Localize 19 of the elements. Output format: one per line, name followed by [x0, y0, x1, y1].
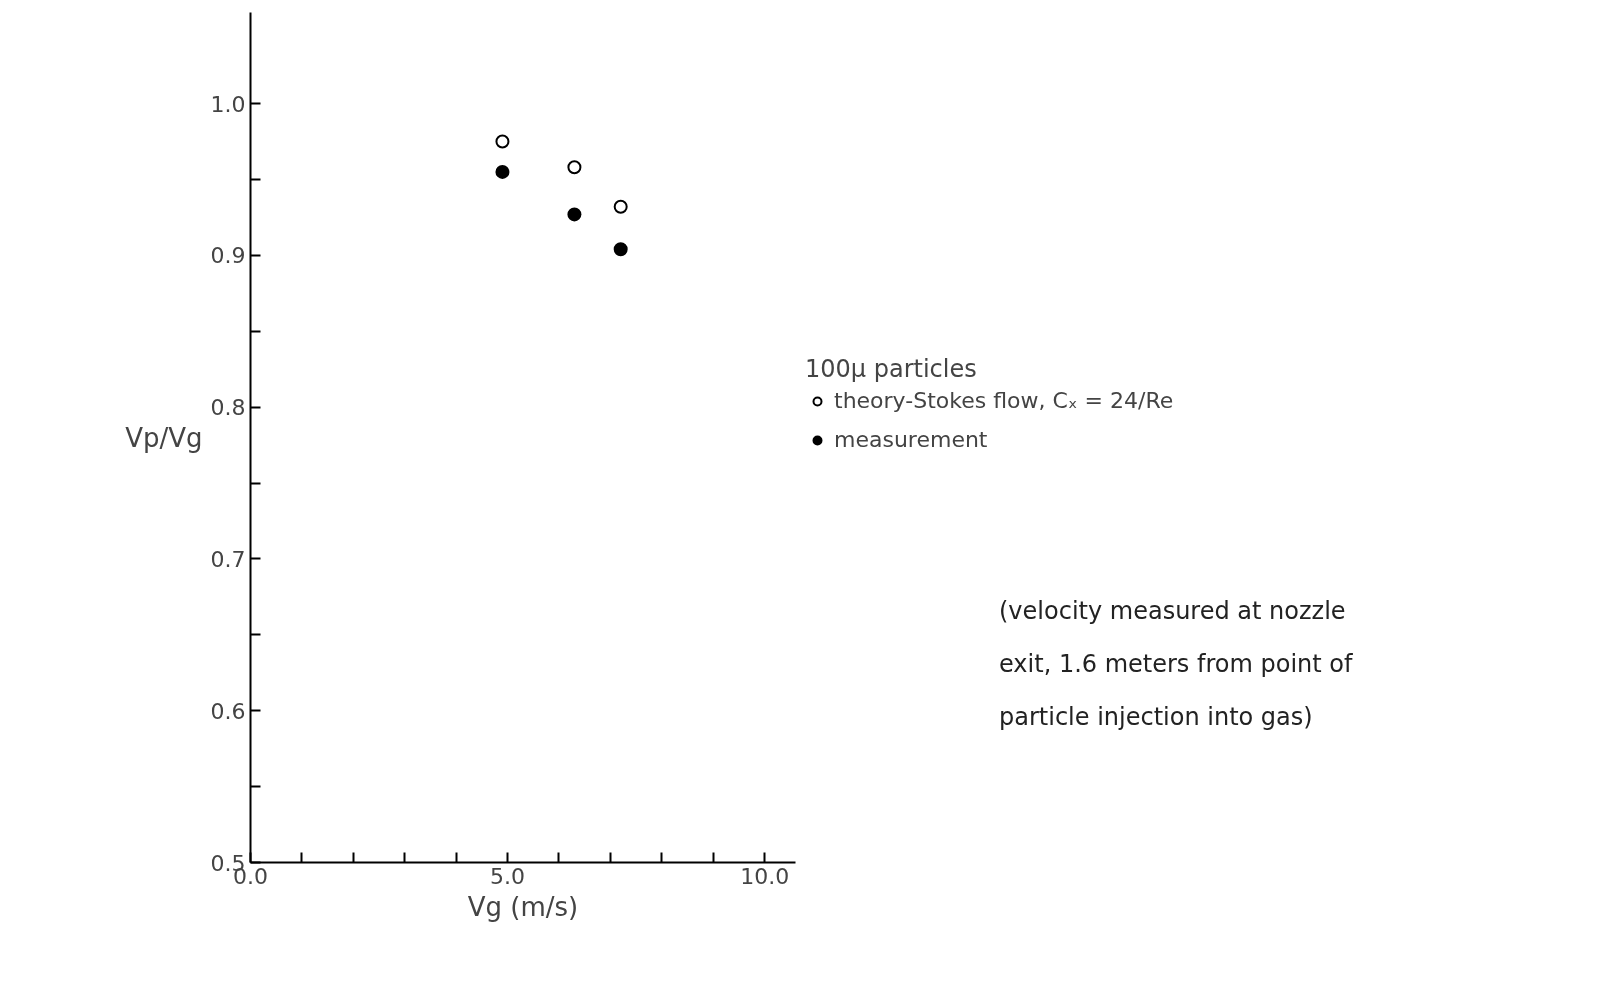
y-tick-label: 0.7	[210, 546, 246, 572]
y-tick-label: 1.0	[210, 91, 246, 117]
y-tick-label: 0.6	[210, 698, 246, 724]
y-tick-label: 0.8	[210, 395, 246, 421]
y-tick-label: 0.9	[210, 243, 246, 269]
legend-label: measurement	[834, 427, 988, 452]
x-tick-label: 5.0	[490, 863, 526, 889]
point	[567, 160, 582, 175]
y-axis-title: Vp/Vg	[125, 422, 203, 453]
point	[567, 207, 582, 222]
legend-label: theory-Stokes flow, Cₓ = 24/Re	[834, 388, 1174, 413]
point	[495, 164, 510, 179]
x-tick-label: 10.0	[740, 863, 790, 889]
text: (velocity measured at nozzle exit, 1.6 meters from point of particle injection into gas)	[999, 596, 1353, 733]
x-axis-title: Vg (m/s)	[467, 891, 579, 922]
point	[495, 134, 510, 149]
point	[613, 199, 628, 214]
point	[613, 242, 628, 257]
legend-title: 100µ particles	[805, 355, 978, 383]
